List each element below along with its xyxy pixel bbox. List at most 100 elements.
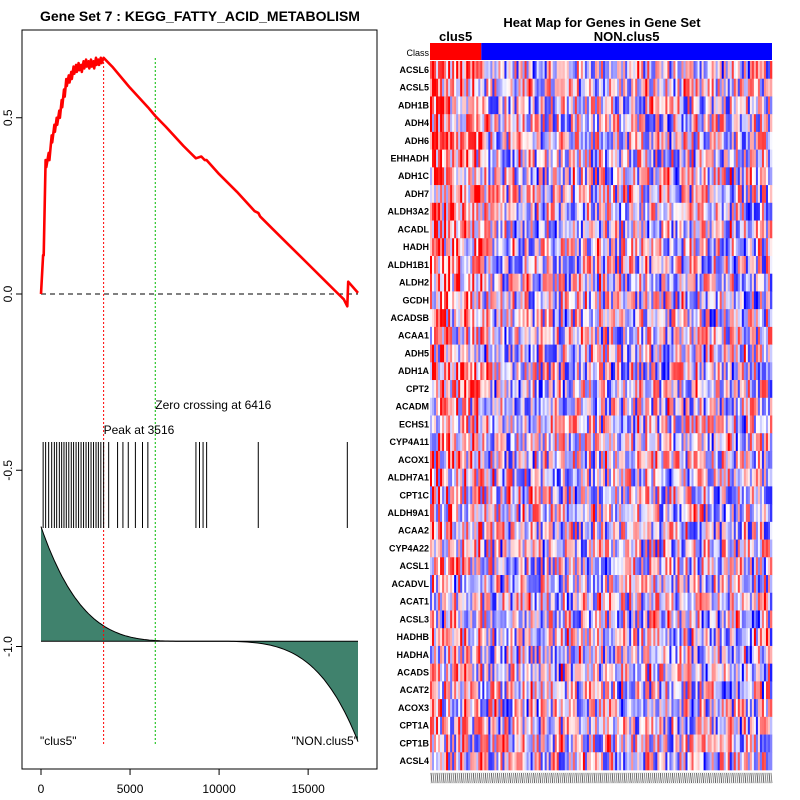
heatmap-cell xyxy=(582,185,586,204)
heatmap-cell xyxy=(625,291,628,310)
heatmap-cell xyxy=(645,149,648,168)
heatmap-cell xyxy=(631,486,634,505)
heatmap-cell xyxy=(570,380,574,399)
heatmap-cell xyxy=(611,255,614,275)
heatmap-cell xyxy=(490,185,493,204)
heatmap-cell xyxy=(693,61,696,80)
heatmap-cell xyxy=(709,468,712,487)
heatmap-cell xyxy=(757,78,761,97)
heatmap-cell xyxy=(438,326,441,345)
heatmap-cell xyxy=(729,415,733,434)
heatmap-cell xyxy=(707,255,710,275)
heatmap-cell xyxy=(685,291,688,310)
heatmap-cell xyxy=(701,397,704,416)
heatmap-cell xyxy=(633,61,636,80)
heatmap-cell xyxy=(572,539,576,558)
heatmap-cell xyxy=(653,78,656,97)
heatmap-cell xyxy=(611,326,614,345)
heatmap-cell xyxy=(580,344,584,363)
heatmap-cell xyxy=(759,61,763,80)
heatmap-cell xyxy=(576,344,580,363)
heatmap-cell xyxy=(617,504,620,523)
heatmap-cell xyxy=(464,238,467,257)
heatmap-cell xyxy=(502,185,505,204)
heatmap-cell xyxy=(607,291,610,310)
heatmap-cell xyxy=(564,96,568,115)
heatmap-cell xyxy=(530,344,533,363)
heatmap-cell xyxy=(657,131,660,150)
heatmap-cell xyxy=(478,291,481,310)
heatmap-cell xyxy=(474,415,477,434)
heatmap-cell xyxy=(729,291,733,310)
heatmap-cell xyxy=(532,468,535,487)
class-labels: clus5 NON.clus5 xyxy=(439,29,660,44)
heatmap-cell xyxy=(707,433,710,452)
heatmap-cell xyxy=(721,468,725,487)
heatmap-cell xyxy=(444,149,447,168)
heatmap-cell xyxy=(707,273,710,292)
heatmap-cell xyxy=(452,557,455,576)
heatmap-cell xyxy=(594,450,598,469)
heatmap-cell xyxy=(681,220,684,239)
heatmap-cell xyxy=(759,238,763,257)
heatmap-cell xyxy=(681,185,684,204)
heatmap-cell xyxy=(633,539,636,558)
heatmap-cell xyxy=(590,344,594,363)
heatmap-cell xyxy=(492,185,495,204)
class-label: NON.clus5 xyxy=(594,29,660,44)
heatmap-cell xyxy=(592,326,596,345)
corner-label-left: "clus5" xyxy=(40,734,77,748)
heatmap-cell xyxy=(554,326,558,345)
heatmap-cell xyxy=(560,504,564,523)
heatmap-cell xyxy=(516,185,519,204)
heatmap-cell xyxy=(717,238,720,257)
heatmap-cell xyxy=(560,521,564,540)
heatmap-cell xyxy=(564,362,568,381)
heatmap-cell xyxy=(713,380,716,399)
heatmap-cell xyxy=(671,326,674,345)
heatmap-cell xyxy=(512,397,515,416)
heatmap-cell xyxy=(444,96,447,115)
heatmap-cell xyxy=(538,557,541,576)
heatmap-cell xyxy=(546,415,549,434)
heatmap-cell xyxy=(601,344,604,363)
heatmap-cell xyxy=(695,557,698,576)
heatmap-cell xyxy=(580,504,584,523)
heatmap-cell xyxy=(586,397,590,416)
heatmap-cell xyxy=(757,450,761,469)
heatmap-cell xyxy=(681,114,684,133)
heatmap-cell xyxy=(550,61,554,80)
heatmap-cell xyxy=(643,450,646,469)
heatmap-cell xyxy=(556,255,560,275)
heatmap-cell xyxy=(506,380,509,399)
heatmap-cell xyxy=(526,309,529,328)
heatmap-cell xyxy=(586,504,590,523)
heatmap-cell xyxy=(635,131,638,150)
heatmap-cell xyxy=(635,220,638,239)
heatmap-cell xyxy=(590,557,594,576)
heatmap-cell xyxy=(530,557,533,576)
heatmap-cell xyxy=(590,291,594,310)
heatmap-cell xyxy=(480,291,483,310)
heatmap-cell xyxy=(442,539,445,558)
heatmap-cell xyxy=(657,273,660,292)
heatmap-cell xyxy=(643,557,646,576)
heatmap-cell xyxy=(717,309,720,328)
heatmap-cell xyxy=(767,238,771,257)
heatmap-cell xyxy=(450,291,453,310)
heatmap-cell xyxy=(731,149,735,168)
y-tick-label: -1.0 xyxy=(1,636,15,657)
heatmap-cell xyxy=(691,114,694,133)
heatmap-cell xyxy=(725,96,729,115)
heatmap-cell xyxy=(504,255,507,275)
enrichment-plot-title: Gene Set 7 : KEGG_FATTY_ACID_METABOLISM xyxy=(40,8,360,24)
heatmap-cell xyxy=(639,167,642,186)
heatmap-cell xyxy=(665,167,668,186)
heatmap-cell xyxy=(510,96,513,115)
heatmap-cell xyxy=(472,309,475,328)
heatmap-cell xyxy=(613,362,616,381)
heatmap-cell xyxy=(739,415,743,434)
heatmap-cell xyxy=(611,344,614,363)
heatmap-cell xyxy=(663,521,666,540)
heatmap-cell xyxy=(472,486,475,505)
